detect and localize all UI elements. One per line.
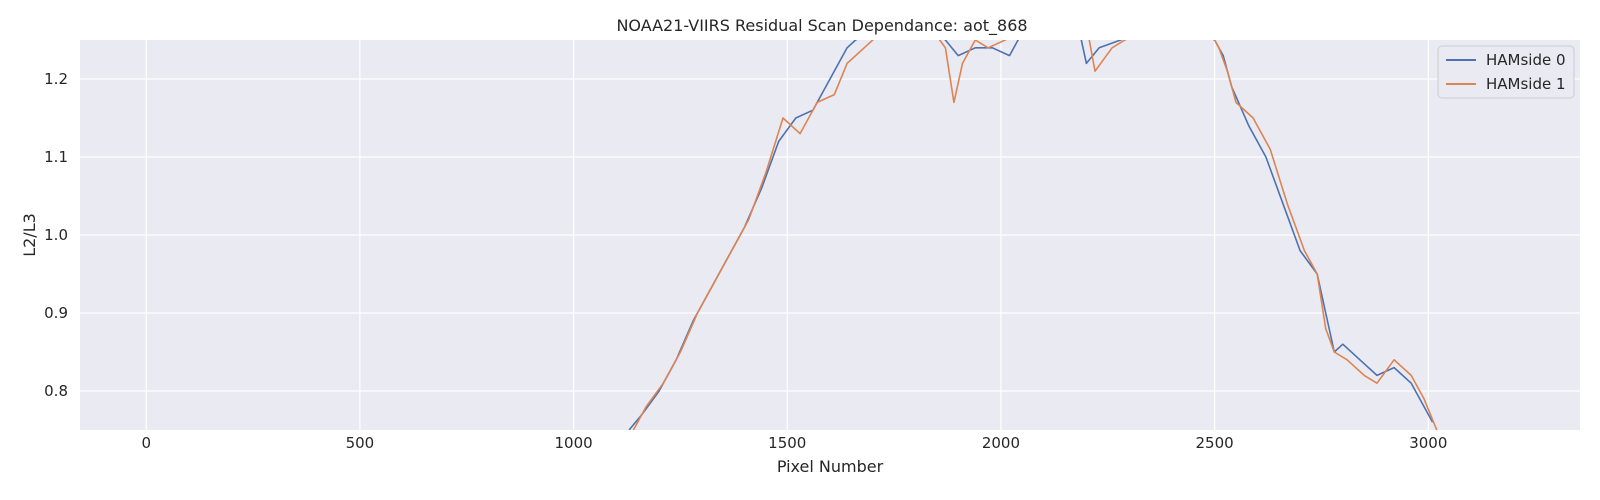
- series-line-1: [632, 40, 1438, 430]
- series-layer: [628, 40, 1438, 430]
- y-tick-label: 1.1: [44, 148, 68, 166]
- series-line-0: [628, 40, 1434, 430]
- chart-title: NOAA21-VIIRS Residual Scan Dependance: a…: [616, 16, 1027, 36]
- x-tick-label: 0: [141, 434, 151, 452]
- legend: HAMside 0 HAMside 1: [1437, 45, 1575, 99]
- x-tick-label: 1500: [768, 434, 806, 452]
- x-axis-label: Pixel Number: [777, 457, 884, 476]
- legend-label: HAMside 0: [1486, 51, 1566, 69]
- legend-label: HAMside 1: [1486, 75, 1566, 93]
- y-tick-label: 1.2: [44, 70, 68, 88]
- x-tick-label: 2500: [1196, 434, 1234, 452]
- x-tick-labels: 0 500 1000 1500 2000 2500 3000: [141, 434, 1447, 452]
- y-tick-label: 0.9: [44, 304, 68, 322]
- x-tick-label: 2000: [982, 434, 1020, 452]
- y-tick-label: 0.8: [44, 382, 68, 400]
- y-tick-label: 1.0: [44, 226, 68, 244]
- x-tick-label: 1000: [554, 434, 592, 452]
- y-axis-label: L2/L3: [20, 213, 39, 257]
- x-tick-label: 500: [346, 434, 375, 452]
- x-tick-label: 3000: [1409, 434, 1447, 452]
- y-tick-labels: 0.8 0.9 1.0 1.1 1.2: [44, 70, 68, 400]
